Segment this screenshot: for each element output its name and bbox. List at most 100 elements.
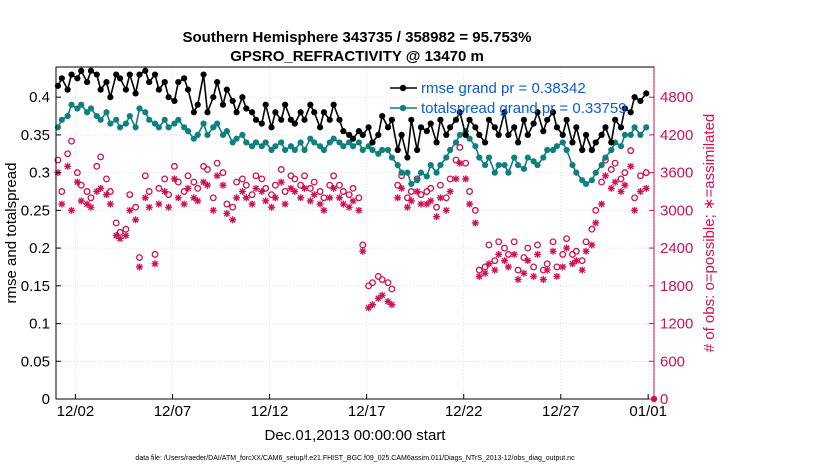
obs-assimilated-point [568, 260, 576, 268]
totalspread-point [103, 109, 110, 116]
rmse-point [262, 101, 269, 108]
totalspread-point [126, 112, 133, 120]
y-axis-left: 0 0.05 0.1 0.15 0.2 0.25 0.3 0.35 0.4 [21, 89, 61, 408]
obs-possible-point [326, 181, 334, 189]
obs-possible-point [103, 175, 110, 183]
obs-possible-point [466, 188, 474, 195]
obs-assimilated-point [636, 188, 644, 195]
rmse-point [598, 131, 605, 139]
totalspread-point [155, 124, 163, 131]
rmse-point [408, 116, 415, 123]
totalspread-point [239, 131, 246, 139]
rmse-point [643, 90, 650, 97]
totalspread-point [598, 161, 605, 169]
obs-possible-point [388, 285, 396, 293]
totalspread-point [505, 169, 512, 176]
rmse-point [534, 109, 541, 116]
obs-assimilated-point [73, 178, 81, 186]
obs-possible-point [291, 175, 299, 183]
obs-possible-point [621, 169, 629, 177]
rmse-point [612, 116, 619, 123]
obs-possible-point [229, 203, 237, 211]
obs-possible-point [155, 184, 163, 192]
obs-possible-point [611, 159, 619, 167]
obs-possible-point [598, 178, 606, 186]
obs-assimilated-point [258, 188, 266, 195]
rmse-point [175, 78, 182, 86]
obs-assimilated-point [194, 197, 202, 205]
rmse-point [223, 86, 230, 93]
obs-possible-point [452, 156, 460, 164]
obs-assimilated-point [184, 184, 192, 192]
obs-possible-point [417, 191, 425, 199]
rmse-point [540, 128, 547, 135]
rmse-point [181, 75, 188, 82]
rmse-point [155, 86, 163, 93]
obs-assimilated-point [394, 194, 402, 202]
obs-possible-point [543, 260, 551, 268]
totalspread-point [491, 169, 498, 176]
legend-marker-spread [399, 104, 407, 112]
y-axis-right: 0 600 1200 1800 2400 3000 3600 4200 4800 [649, 89, 693, 408]
obs-assimilated-point [238, 188, 246, 195]
rmse-point [340, 128, 347, 135]
totalspread-point [627, 131, 634, 139]
obs-possible-point [136, 254, 143, 261]
obs-assimilated-point [209, 206, 217, 214]
obs-possible-point [456, 144, 464, 151]
obs-assimilated-point [524, 257, 532, 265]
obs-possible-point [491, 257, 499, 265]
totalspread-point [326, 139, 333, 146]
obs-possible-point [359, 241, 367, 249]
obs-possible-point [636, 172, 644, 180]
totalspread-point [151, 120, 159, 127]
obs-assimilated-point [277, 178, 285, 186]
x-tick-label: 12/22 [445, 403, 483, 420]
y-right-tick-label: 3000 [660, 202, 693, 219]
legend: rmse grand pr = 0.38342 totalspread gran… [390, 80, 627, 117]
rmse-point [592, 139, 599, 146]
rmse-point [559, 131, 566, 139]
totalspread-point [243, 139, 250, 146]
obs-assimilated-point [413, 188, 421, 195]
obs-assimilated-point [174, 194, 182, 202]
obs-possible-point [514, 266, 522, 274]
rmse-point [278, 116, 285, 123]
rmse-point [423, 128, 430, 135]
rmse-point [204, 109, 211, 116]
obs-assimilated-point [349, 197, 357, 205]
rmse-point [320, 109, 328, 116]
totalspread-point [569, 161, 576, 169]
obs-possible-point [320, 194, 328, 202]
obs-possible-point [345, 191, 353, 199]
rmse-point [297, 109, 304, 116]
totalspread-point [340, 143, 347, 150]
obs-assimilated-point [219, 181, 227, 189]
totalspread-point [553, 143, 561, 150]
y-axis-right-label: # of obs: o=possible; ∗=assimilated [701, 114, 718, 353]
y-tick-label: 0.1 [29, 316, 50, 333]
rmse-point [165, 94, 172, 101]
obs-possible-point [510, 238, 518, 246]
rmse-point [553, 124, 561, 131]
rmse-point [582, 131, 590, 139]
rmse-point [214, 78, 221, 86]
obs-assimilated-point [452, 175, 460, 183]
obs-assimilated-point [320, 206, 328, 214]
rmse-point [210, 94, 217, 101]
obs-possible-point [501, 244, 508, 252]
rmse-point [631, 94, 638, 101]
obs-assimilated-point [539, 276, 547, 284]
rmse-point [68, 71, 75, 78]
rmse-point [637, 97, 644, 105]
rmse-point [437, 116, 444, 123]
x-tick-label: 12/27 [542, 403, 580, 420]
obs-assimilated-point [553, 272, 561, 280]
obs-assimilated-point [514, 276, 522, 284]
totalspread-point [132, 124, 139, 131]
rmse-point [78, 67, 85, 74]
rmse-point [146, 78, 153, 86]
obs-possible-point [316, 188, 324, 195]
rmse-point [336, 116, 343, 123]
obs-possible-point [223, 200, 231, 208]
